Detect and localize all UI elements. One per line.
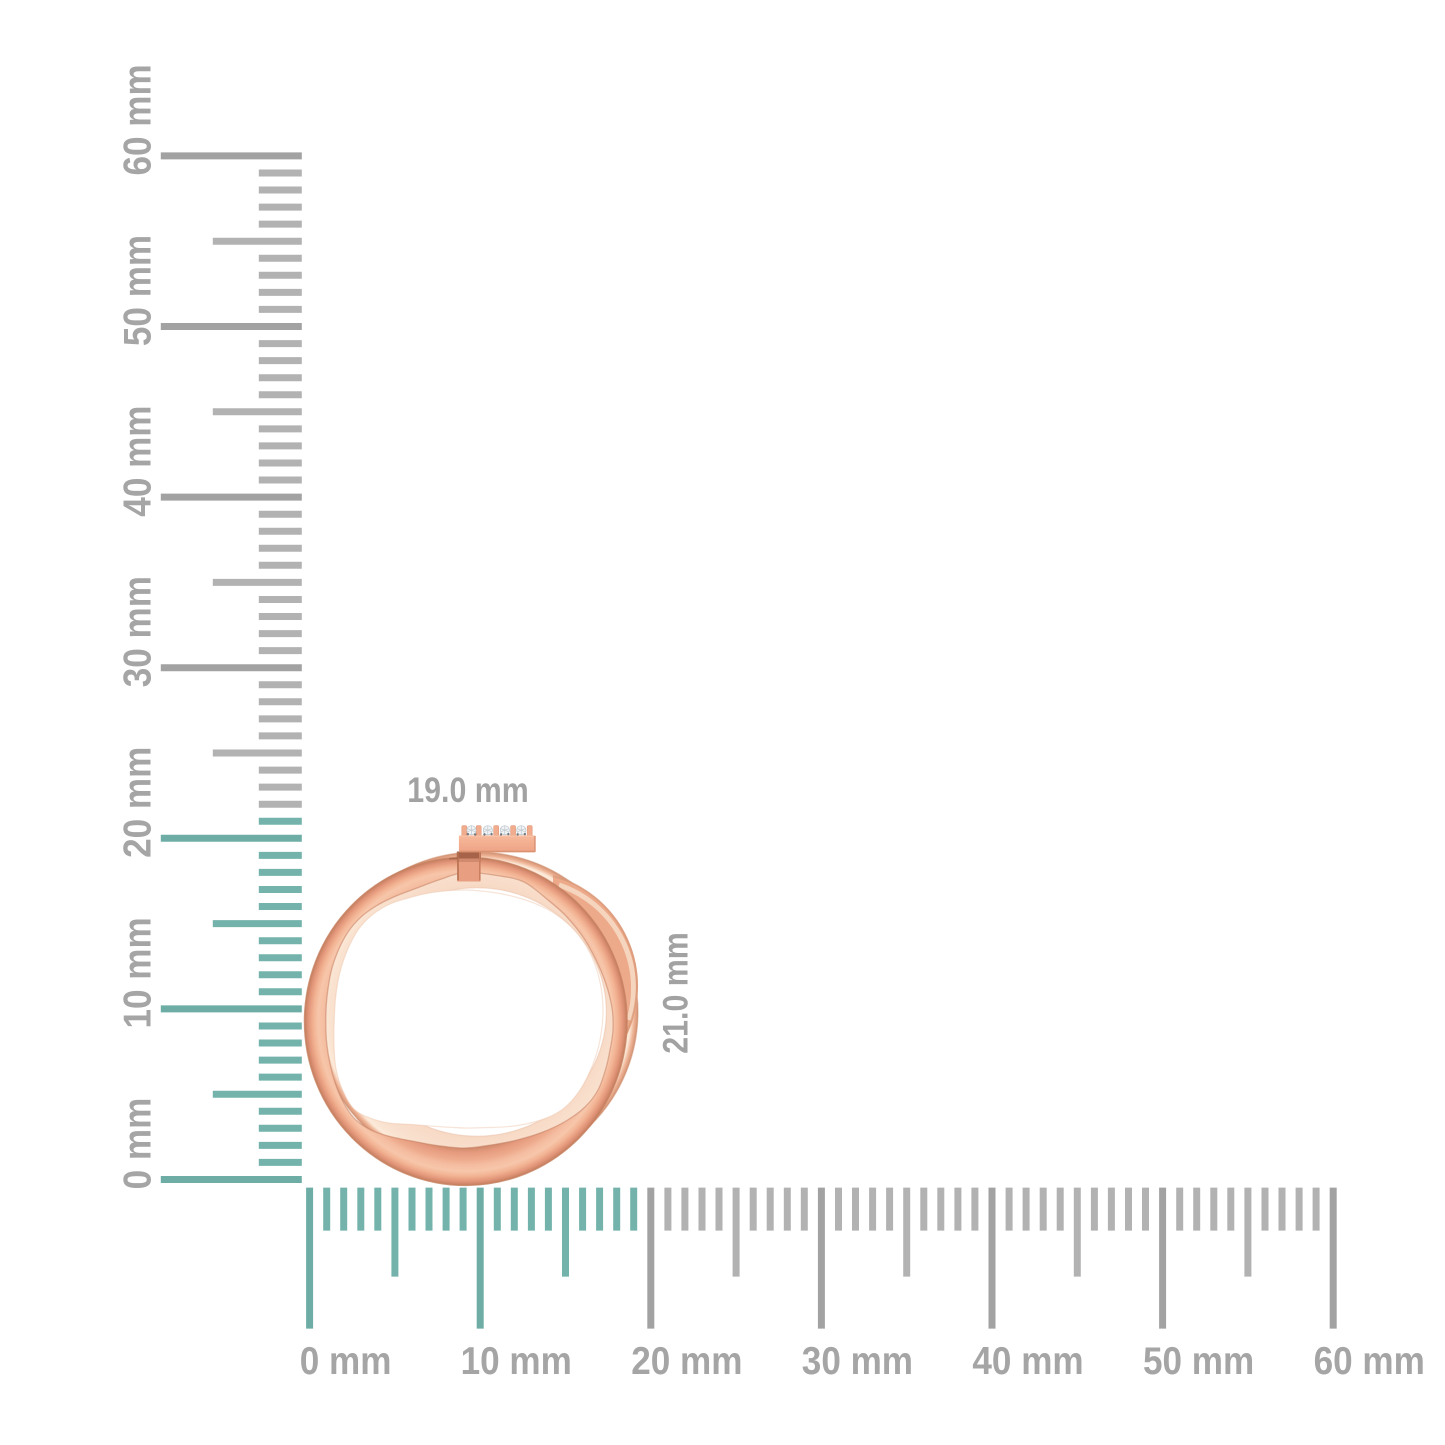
svg-text:50 mm: 50 mm — [115, 235, 159, 346]
svg-text:30 mm: 30 mm — [802, 1338, 913, 1382]
svg-text:40 mm: 40 mm — [115, 406, 159, 517]
svg-text:60 mm: 60 mm — [1314, 1338, 1425, 1382]
svg-text:60 mm: 60 mm — [115, 64, 159, 175]
svg-text:0 mm: 0 mm — [115, 1098, 159, 1190]
svg-text:20 mm: 20 mm — [115, 747, 159, 858]
svg-text:10 mm: 10 mm — [115, 917, 159, 1028]
svg-text:40 mm: 40 mm — [972, 1338, 1083, 1382]
svg-text:0 mm: 0 mm — [300, 1338, 392, 1382]
svg-text:10 mm: 10 mm — [461, 1338, 572, 1382]
svg-text:19.0 mm: 19.0 mm — [407, 770, 528, 810]
svg-text:20 mm: 20 mm — [631, 1338, 742, 1382]
svg-text:21.0 mm: 21.0 mm — [655, 932, 695, 1053]
svg-text:30 mm: 30 mm — [115, 576, 159, 687]
svg-text:50 mm: 50 mm — [1143, 1338, 1254, 1382]
